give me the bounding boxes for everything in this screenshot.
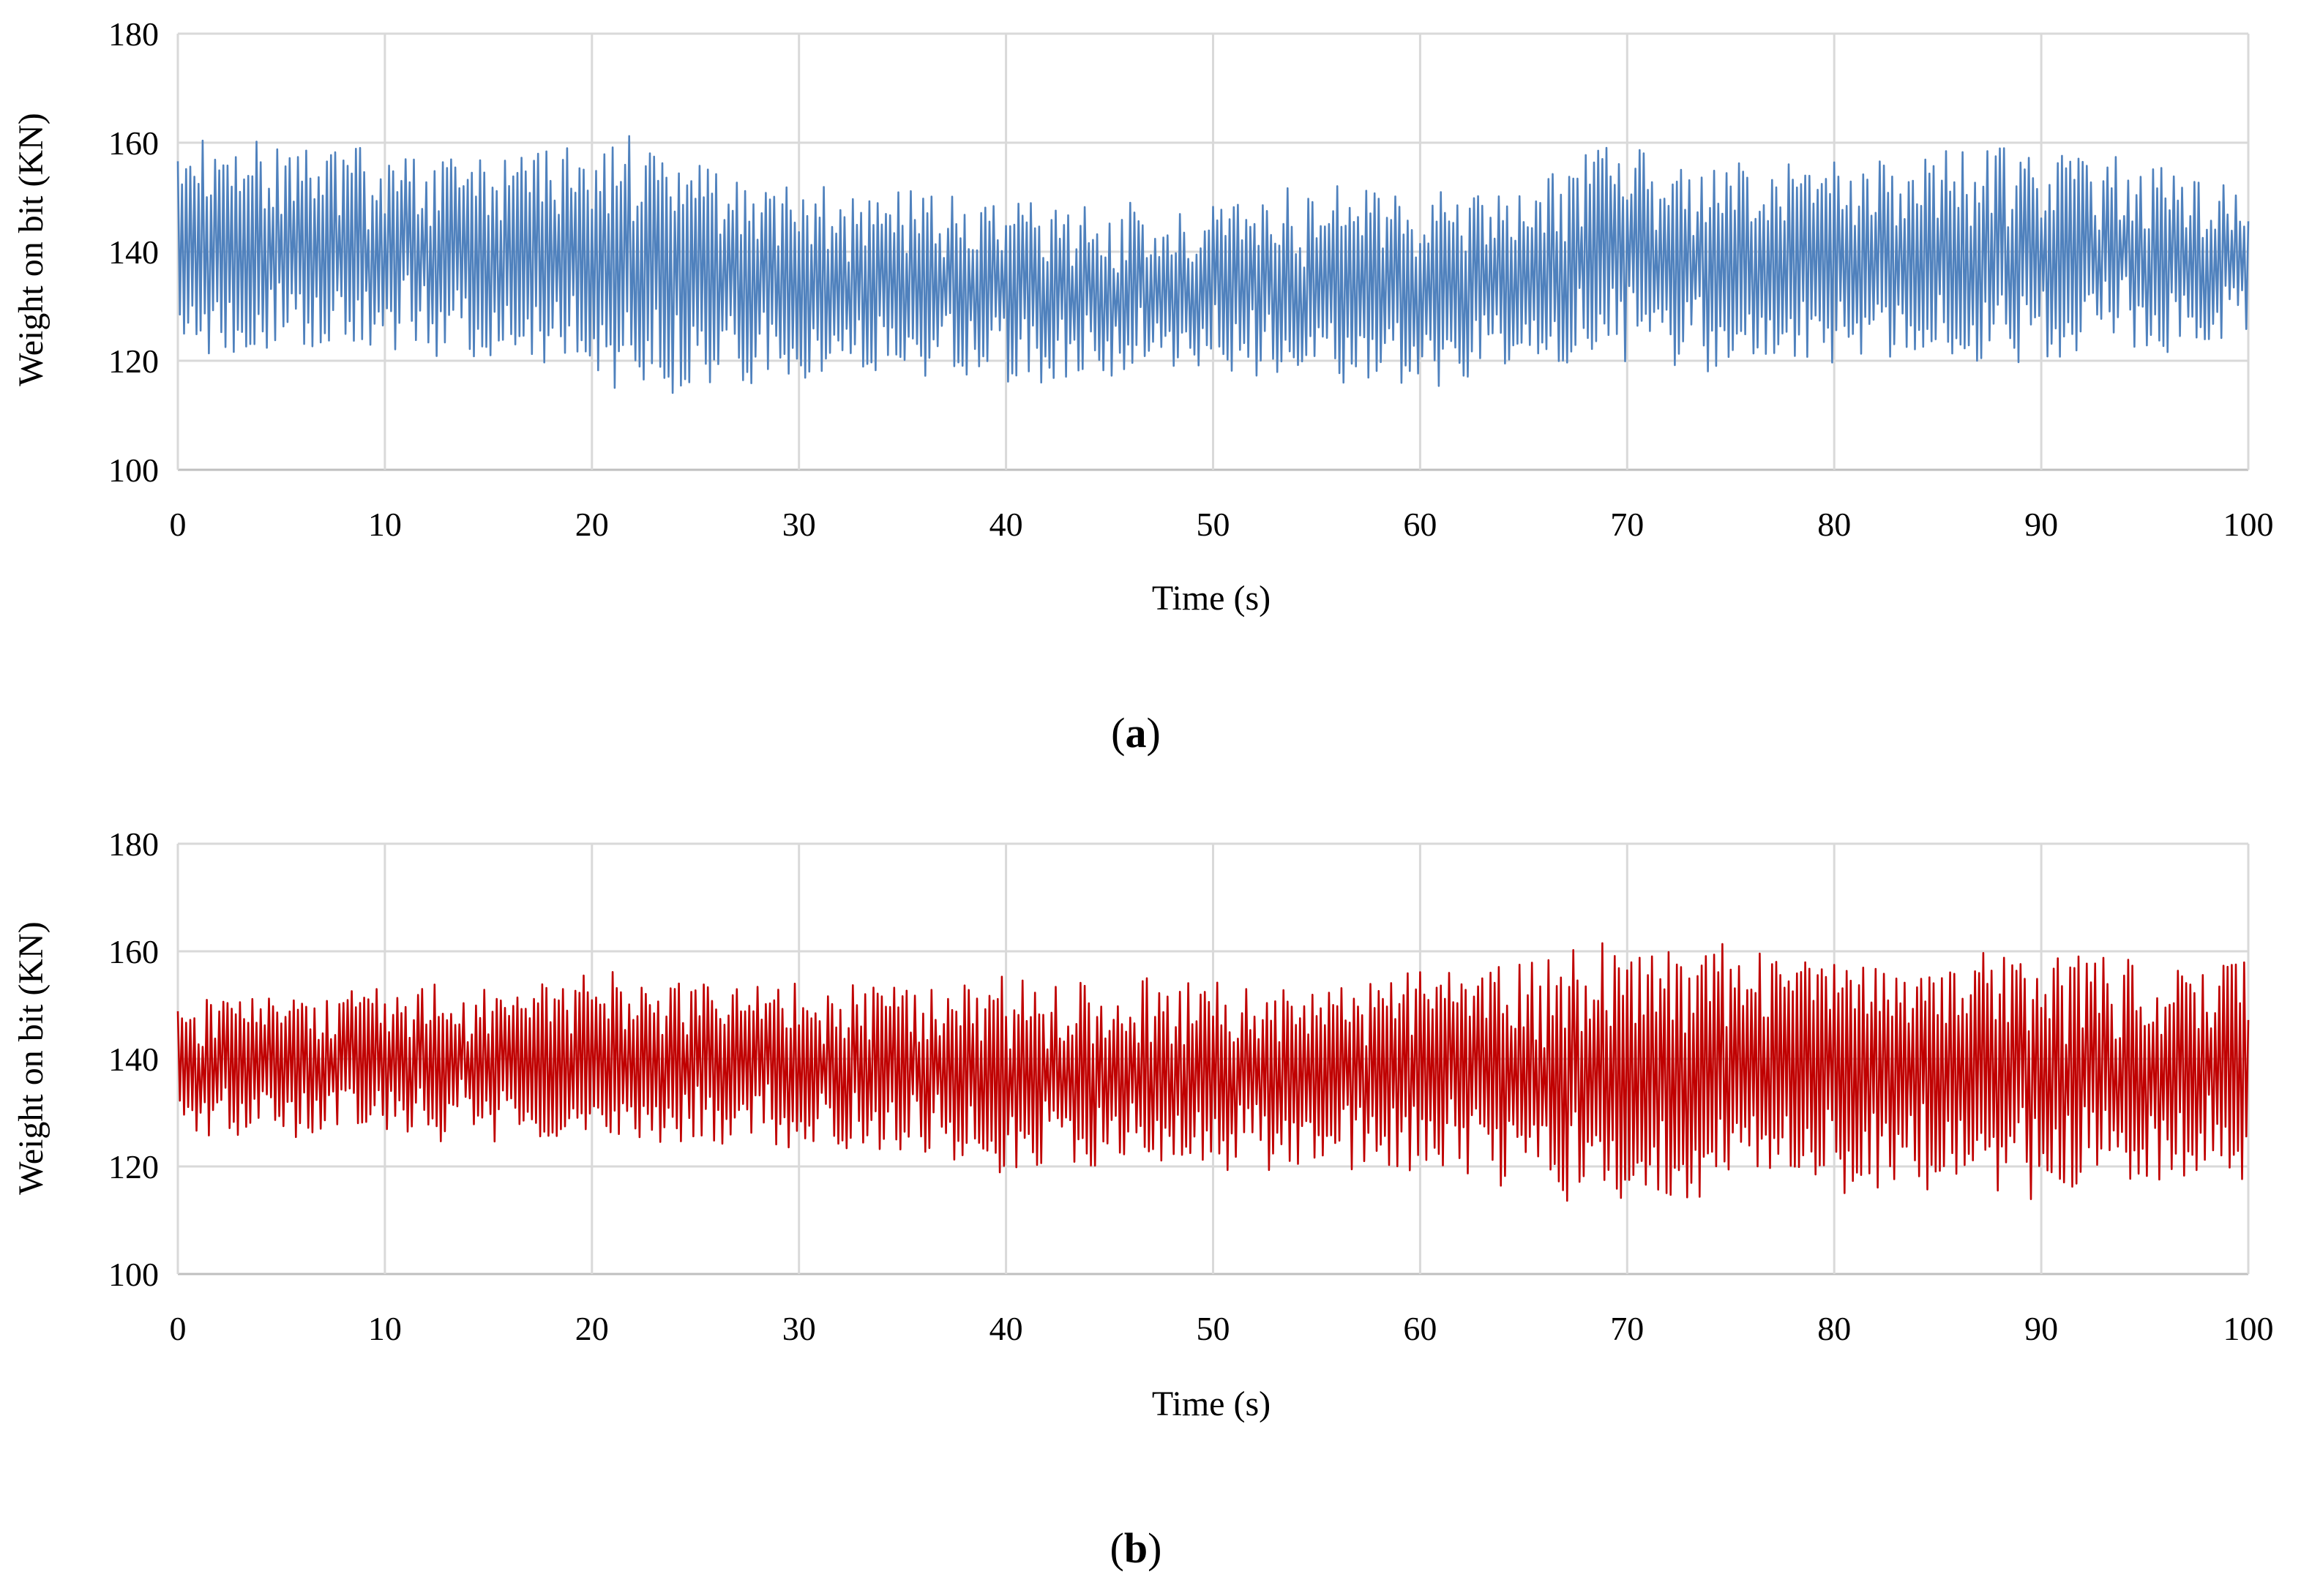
x-axis-label-a: Time (s)	[1152, 579, 1271, 618]
x-tick-label-b-20: 20	[575, 1310, 609, 1347]
y-tick-label-b-120: 120	[108, 1148, 159, 1185]
y-tick-labels-a: 100 120 140 160 180	[108, 15, 159, 489]
y-tick-label-a-160: 160	[108, 124, 159, 162]
y-axis-label-b: Weight on bit (KN)	[12, 921, 50, 1194]
x-tick-label-a-20: 20	[575, 506, 609, 543]
panel-letter-b: b	[1124, 1524, 1148, 1572]
y-tick-labels-b: 100 120 140 160 180	[108, 825, 159, 1293]
y-axis-label-a: Weight on bit (KN)	[12, 113, 50, 386]
series-line-b	[176, 942, 2250, 1202]
x-tick-label-b-100: 100	[2223, 1310, 2274, 1347]
x-tick-label-b-30: 30	[782, 1310, 816, 1347]
panel-label-b: (b)	[1110, 1524, 1162, 1572]
x-tick-label-b-0: 0	[170, 1310, 187, 1347]
x-tick-label-a-10: 10	[368, 506, 402, 543]
x-tick-label-a-100: 100	[2223, 506, 2274, 543]
y-tick-label-a-100: 100	[108, 452, 159, 489]
y-tick-label-a-120: 120	[108, 342, 159, 380]
y-tick-label-b-100: 100	[108, 1256, 159, 1293]
y-tick-label-b-160: 160	[108, 933, 159, 970]
x-tick-label-a-70: 70	[1610, 506, 1644, 543]
x-tick-label-a-50: 50	[1197, 506, 1230, 543]
chart-panel-a: 100 120 140 160 180 0 10 20 30 40 50 60 70 80 90 100 T…	[12, 15, 2274, 757]
panel-label-a: (a)	[1111, 709, 1161, 757]
x-tick-label-a-60: 60	[1403, 506, 1437, 543]
x-tick-label-b-60: 60	[1403, 1310, 1437, 1347]
y-tick-label-b-140: 140	[108, 1041, 159, 1078]
x-tick-label-b-50: 50	[1197, 1310, 1230, 1347]
x-tick-label-a-40: 40	[989, 506, 1023, 543]
y-tick-label-a-180: 180	[108, 15, 159, 53]
y-tick-label-b-180: 180	[108, 825, 159, 863]
x-tick-labels-b: 0 10 20 30 40 50 60 70 80 90 100	[170, 1310, 2274, 1347]
x-tick-label-b-70: 70	[1610, 1310, 1644, 1347]
x-tick-label-a-0: 0	[170, 506, 187, 543]
x-tick-label-a-80: 80	[1817, 506, 1851, 543]
x-tick-label-a-30: 30	[782, 506, 816, 543]
x-tick-label-b-80: 80	[1817, 1310, 1851, 1347]
series-line-a	[176, 135, 2250, 394]
x-tick-label-b-10: 10	[368, 1310, 402, 1347]
x-tick-label-b-40: 40	[989, 1310, 1023, 1347]
panel-letter-a: a	[1126, 709, 1147, 757]
y-tick-label-a-140: 140	[108, 233, 159, 271]
x-tick-label-a-90: 90	[2024, 506, 2058, 543]
x-tick-label-b-90: 90	[2024, 1310, 2058, 1347]
x-tick-labels-a: 0 10 20 30 40 50 60 70 80 90 100	[170, 506, 2274, 543]
x-axis-label-b: Time (s)	[1152, 1385, 1271, 1423]
grid-lines-b	[176, 842, 2250, 1275]
chart-panel-b: 100 120 140 160 180 0 10 20 30 40 50 60 70 80 90 100 T…	[12, 825, 2274, 1572]
